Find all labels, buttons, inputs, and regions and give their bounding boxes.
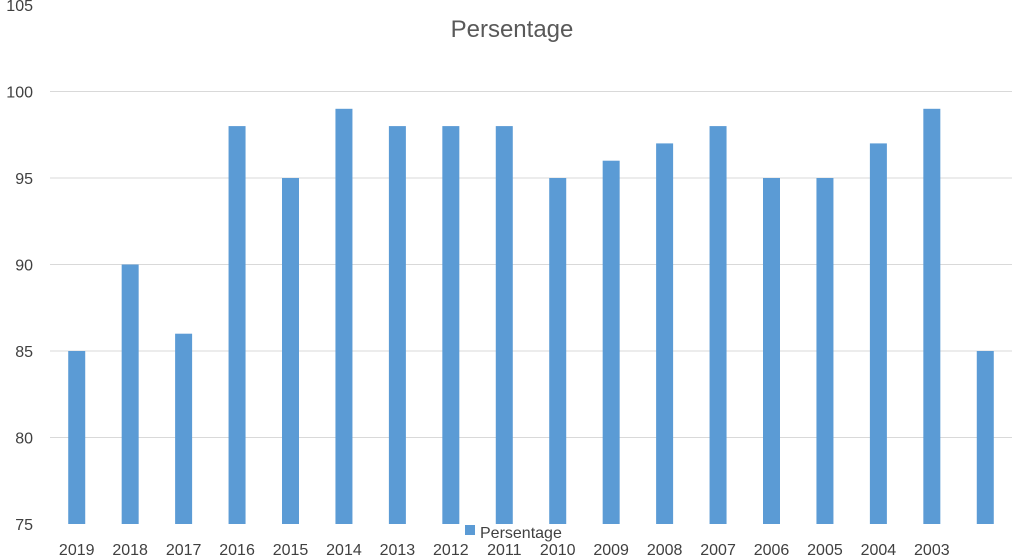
bar-2008 [656, 143, 674, 524]
bar-unlabeled [976, 351, 994, 524]
x-tick-label: 2013 [380, 542, 416, 556]
bar-2010 [549, 178, 567, 524]
bar-2011 [495, 126, 513, 524]
x-tick-label: 2008 [647, 542, 683, 556]
chart-title: Persentage [451, 16, 574, 43]
bar-2005 [816, 178, 834, 524]
bar-2007 [709, 126, 727, 524]
x-tick-label: 2006 [754, 542, 790, 556]
x-tick-label: 2007 [700, 542, 736, 556]
y-tick-label: 105 [6, 0, 33, 15]
y-axis-ticks: 75 80 85 90 95 100 105 [6, 0, 33, 534]
x-tick-label: 2004 [861, 542, 897, 556]
bar-2012 [442, 126, 460, 524]
x-tick-label: 2017 [166, 542, 202, 556]
bar-2019 [68, 351, 86, 524]
legend-label: Persentage [480, 525, 562, 542]
x-tick-label: 2009 [593, 542, 629, 556]
bar-2004 [869, 143, 887, 524]
x-tick-label: 2019 [59, 542, 95, 556]
x-tick-label: 2018 [112, 542, 148, 556]
bar-2003 [923, 108, 941, 525]
bar-2013 [388, 126, 406, 524]
x-tick-label: 2014 [326, 542, 362, 556]
y-tick-label: 80 [15, 431, 33, 448]
bar-2016 [228, 126, 246, 524]
x-tick-label: 2010 [540, 542, 576, 556]
y-tick-label: 90 [15, 258, 33, 275]
bar-2006 [763, 178, 780, 524]
x-tick-label: 2003 [914, 542, 950, 556]
x-tick-label: 2012 [433, 542, 469, 556]
x-tick-label: 2011 [487, 542, 522, 556]
x-tick-label: 2015 [273, 542, 309, 556]
legend: Persentage [465, 525, 562, 542]
y-tick-label: 100 [6, 85, 33, 102]
y-tick-label: 95 [15, 171, 33, 188]
bar-2015 [282, 178, 299, 524]
bar-2009 [602, 160, 620, 524]
bars [68, 108, 994, 525]
gridlines [50, 91, 1012, 438]
bar-2014 [335, 108, 353, 525]
y-tick-label: 85 [15, 344, 33, 361]
legend-swatch [465, 525, 475, 535]
bar-2018 [121, 264, 139, 524]
x-tick-label: 2005 [807, 542, 843, 556]
x-tick-label: 2016 [219, 542, 255, 556]
x-axis-ticks: 2019 2018 2017 2016 2015 2014 2013 2012 2011 2010… [59, 542, 950, 556]
bar-2017 [175, 333, 193, 524]
y-tick-label: 75 [15, 517, 33, 534]
